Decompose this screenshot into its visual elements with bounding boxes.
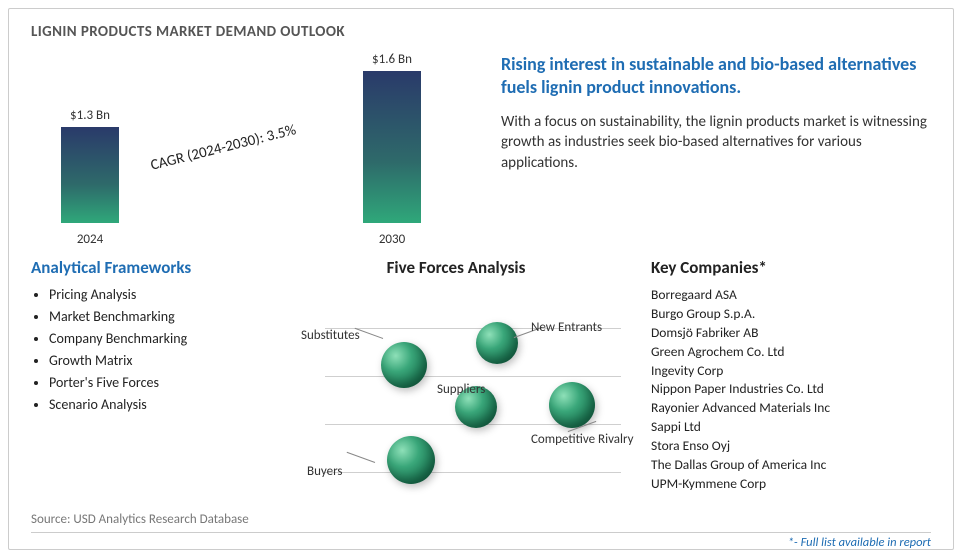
companies-column: Key Companies* Borregaard ASABurgo Group… bbox=[651, 257, 931, 496]
company-item: UPM-Kymmene Corp bbox=[651, 475, 931, 494]
company-item: Nippon Paper Industries Co. Ltd bbox=[651, 380, 931, 399]
frameworks-heading: Analytical Frameworks bbox=[31, 257, 261, 278]
company-item: Ingevity Corp bbox=[651, 362, 931, 381]
gridline bbox=[325, 472, 621, 473]
force-label: Buyers bbox=[307, 464, 343, 479]
page-title: LIGNIN PRODUCTS MARKET DEMAND OUTLOOK bbox=[31, 23, 931, 41]
framework-item: Scenario Analysis bbox=[49, 396, 261, 413]
companies-heading: Key Companies* bbox=[651, 257, 931, 278]
force-label: Competitive Rivalry bbox=[531, 432, 633, 447]
bar-x-label: 2024 bbox=[55, 232, 125, 247]
force-label: New Entrants bbox=[531, 320, 602, 335]
footnote: *- Full list available in report bbox=[788, 535, 931, 550]
company-item: Sappi Ltd bbox=[651, 418, 931, 437]
framework-item: Growth Matrix bbox=[49, 352, 261, 369]
headline: Rising interest in sustainable and bio-b… bbox=[501, 53, 931, 98]
company-item: Stora Enso Oyj bbox=[651, 437, 931, 456]
bottom-section: Analytical Frameworks Pricing Analysis Ma… bbox=[31, 257, 931, 496]
fiveforces-column: Five Forces Analysis Substitutes New Entr… bbox=[271, 257, 641, 496]
force-label: Suppliers bbox=[437, 382, 485, 397]
company-item: The Dallas Group of America Inc bbox=[651, 456, 931, 475]
bar-value-label: $1.6 Bn bbox=[357, 52, 427, 67]
bar-2030 bbox=[363, 71, 421, 223]
bar-value-label: $1.3 Bn bbox=[55, 108, 125, 123]
fiveforces-heading: Five Forces Analysis bbox=[271, 257, 641, 278]
bar-x-label: 2030 bbox=[357, 232, 427, 247]
companies-list: Borregaard ASABurgo Group S.p.A.Domsjö F… bbox=[651, 286, 931, 494]
framework-item: Market Benchmarking bbox=[49, 308, 261, 325]
company-item: Burgo Group S.p.A. bbox=[651, 305, 931, 324]
force-label: Substitutes bbox=[301, 328, 360, 343]
frameworks-column: Analytical Frameworks Pricing Analysis Ma… bbox=[31, 257, 261, 496]
company-item: Borregaard ASA bbox=[651, 286, 931, 305]
framework-item: Company Benchmarking bbox=[49, 330, 261, 347]
company-item: Rayonier Advanced Materials Inc bbox=[651, 399, 931, 418]
body-text: With a focus on sustainability, the lign… bbox=[501, 112, 931, 173]
framework-item: Porter's Five Forces bbox=[49, 374, 261, 391]
infographic-frame: LIGNIN PRODUCTS MARKET DEMAND OUTLOOK $1… bbox=[8, 8, 954, 550]
leader-line bbox=[347, 452, 376, 463]
bar-chart: $1.3 Bn 2024 $1.6 Bn 2030 CAGR (2024-2030):… bbox=[31, 47, 471, 247]
bar-2024 bbox=[61, 127, 119, 223]
frameworks-list: Pricing Analysis Market Benchmarking Compa… bbox=[31, 286, 261, 413]
gridline bbox=[325, 376, 621, 377]
force-node bbox=[476, 322, 518, 364]
force-node bbox=[387, 436, 435, 484]
company-item: Green Agrochem Co. Ltd bbox=[651, 343, 931, 362]
summary-copy: Rising interest in sustainable and bio-b… bbox=[501, 47, 931, 247]
source-text: Source: USD Analytics Research Database bbox=[31, 512, 249, 527]
company-item: Domsjö Fabriker AB bbox=[651, 324, 931, 343]
force-node bbox=[549, 382, 595, 428]
force-node bbox=[381, 342, 427, 388]
framework-item: Pricing Analysis bbox=[49, 286, 261, 303]
footer-rule bbox=[31, 532, 931, 533]
cagr-annotation: CAGR (2024-2030): 3.5% bbox=[149, 121, 298, 175]
fiveforces-diagram: Substitutes New Entrants Suppliers Competit… bbox=[271, 286, 641, 496]
top-section: $1.3 Bn 2024 $1.6 Bn 2030 CAGR (2024-2030):… bbox=[31, 47, 931, 247]
